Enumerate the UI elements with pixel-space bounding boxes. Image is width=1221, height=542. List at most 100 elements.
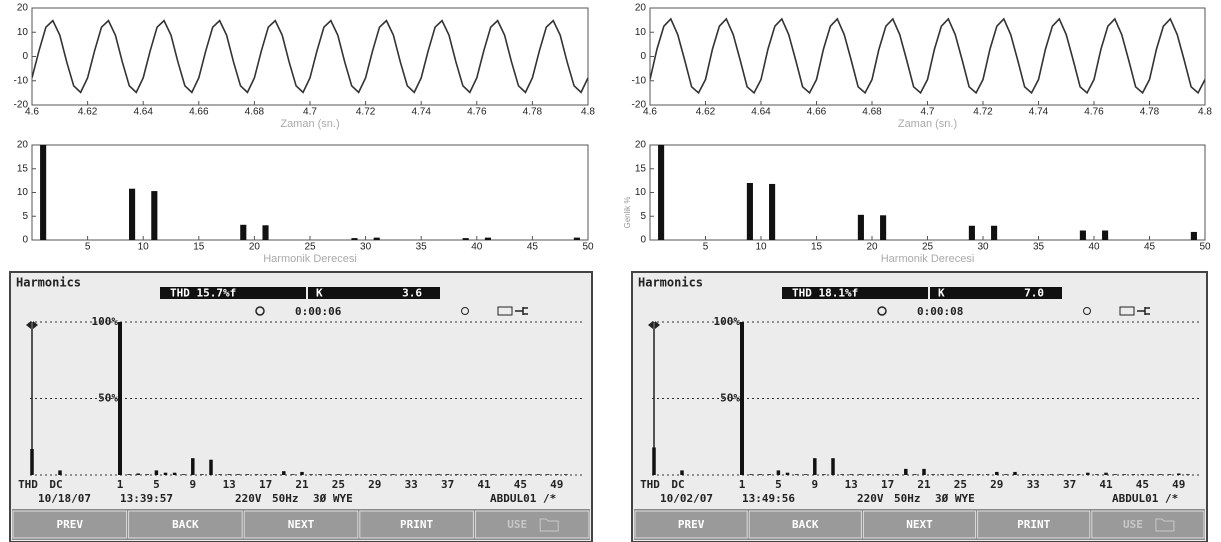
x-tick-label: 29 (368, 478, 381, 491)
x-tick-label: 30 (360, 242, 372, 253)
bar (813, 458, 817, 475)
bar (1141, 474, 1145, 475)
status-freq: 50Hz (272, 492, 299, 505)
softkey-label[interactable]: PREV (57, 518, 84, 531)
x-tick-label: 13 (223, 478, 236, 491)
softkey[interactable]: PREV (13, 511, 127, 538)
x-tick-label: 4.78 (1140, 107, 1160, 118)
bar (446, 474, 450, 475)
y-tick-label: 50% (720, 392, 740, 405)
bar (200, 474, 204, 475)
x-tick-label: 4.64 (133, 107, 153, 118)
bar (164, 473, 168, 475)
status-voltage: 220V (857, 492, 884, 505)
x-tick-label: 4.74 (411, 107, 431, 118)
x-tick-label: 17 (881, 478, 894, 491)
bar (127, 474, 131, 475)
analyzer-screen: HarmonicsTHD 18.1%fK7.00:00:08100%50%THD… (632, 272, 1207, 542)
softkey[interactable]: NEXT (244, 511, 358, 538)
elapsed-time: 0:00:06 (295, 305, 342, 318)
softkey[interactable]: BACK (749, 511, 861, 538)
softkey-label[interactable]: BACK (172, 518, 199, 531)
x-tick-label: 20 (249, 242, 261, 253)
bar (831, 458, 835, 475)
y-tick-label: -10 (632, 75, 647, 86)
bar (227, 474, 231, 475)
bar (391, 474, 395, 475)
bar (931, 474, 935, 475)
softkey-label[interactable]: NEXT (288, 518, 315, 531)
bar (282, 471, 286, 475)
x-tick-label: 40 (1088, 242, 1100, 253)
bar (1191, 232, 1197, 240)
x-tick-label: 15 (193, 242, 205, 253)
x-tick-label: 1 (117, 478, 124, 491)
status-id: ABDUL01 /* (1112, 492, 1178, 505)
softkey[interactable]: USE (475, 511, 589, 538)
softkey[interactable]: PRINT (360, 511, 474, 538)
x-tick-label: 4.64 (751, 107, 771, 118)
bar (30, 449, 34, 475)
x-tick-label: 4.66 (189, 107, 209, 118)
softkey-bg[interactable] (1092, 511, 1204, 538)
bar (246, 474, 250, 475)
bar (262, 225, 268, 240)
bar (1095, 474, 1099, 475)
softkey[interactable]: NEXT (863, 511, 975, 538)
softkey[interactable]: PREV (635, 511, 747, 538)
bar (428, 474, 432, 475)
bar (455, 474, 459, 475)
x-tick-label: 4.78 (523, 107, 543, 118)
bar (849, 474, 853, 475)
bar (491, 474, 495, 475)
bar (940, 474, 944, 475)
status-config: 3Ø WYE (313, 492, 353, 505)
softkey[interactable]: USE (1092, 511, 1204, 538)
bar (749, 474, 753, 475)
bar (146, 474, 150, 475)
x-tick-label: 5 (85, 242, 91, 253)
x-tick-label: 25 (304, 242, 316, 253)
x-tick-label: 4.6 (25, 107, 39, 118)
x-tick-label: 45 (514, 478, 527, 491)
x-tick-label: 40 (471, 242, 483, 253)
k-label: K (316, 287, 323, 300)
status-voltage: 220V (235, 492, 262, 505)
x-axis-label: Zaman (sn.) (898, 118, 957, 130)
softkey-label[interactable]: PREV (678, 518, 705, 531)
x-tick-label: 45 (527, 242, 539, 253)
y-tick-label: 50% (98, 392, 118, 405)
bar (374, 238, 380, 240)
y-tick-label: 20 (635, 3, 647, 14)
bar (173, 473, 177, 475)
x-tick-label: 10 (755, 242, 767, 253)
softkey-label[interactable]: NEXT (906, 518, 933, 531)
bar (1041, 474, 1045, 475)
bar (1159, 474, 1163, 475)
softkey[interactable]: PRINT (978, 511, 1090, 538)
softkey-label[interactable]: PRINT (400, 518, 433, 531)
x-tick-label: 37 (441, 478, 454, 491)
softkey-label[interactable]: USE (507, 518, 527, 531)
bar (1059, 474, 1063, 475)
bar (986, 474, 990, 475)
softkey-bg[interactable] (475, 511, 589, 538)
softkey-label[interactable]: USE (1123, 518, 1143, 531)
bar (1132, 474, 1136, 475)
y-tick-label: 20 (635, 140, 647, 151)
x-axis-label: Harmonik Derecesi (881, 253, 975, 265)
x-tick-label: 4.76 (467, 107, 487, 118)
bar (922, 469, 926, 475)
y-tick-label: 0 (22, 51, 28, 62)
x-tick-label: 15 (811, 242, 823, 253)
bar (769, 184, 775, 240)
bar (859, 474, 863, 475)
x-tick-label: 4.68 (862, 107, 882, 118)
bar (546, 474, 550, 475)
softkey-label[interactable]: PRINT (1017, 518, 1050, 531)
x-tick-label: 21 (917, 478, 931, 491)
x-tick-label: 25 (954, 478, 967, 491)
bar (574, 238, 580, 240)
softkey[interactable]: BACK (129, 511, 243, 538)
softkey-label[interactable]: BACK (792, 518, 819, 531)
